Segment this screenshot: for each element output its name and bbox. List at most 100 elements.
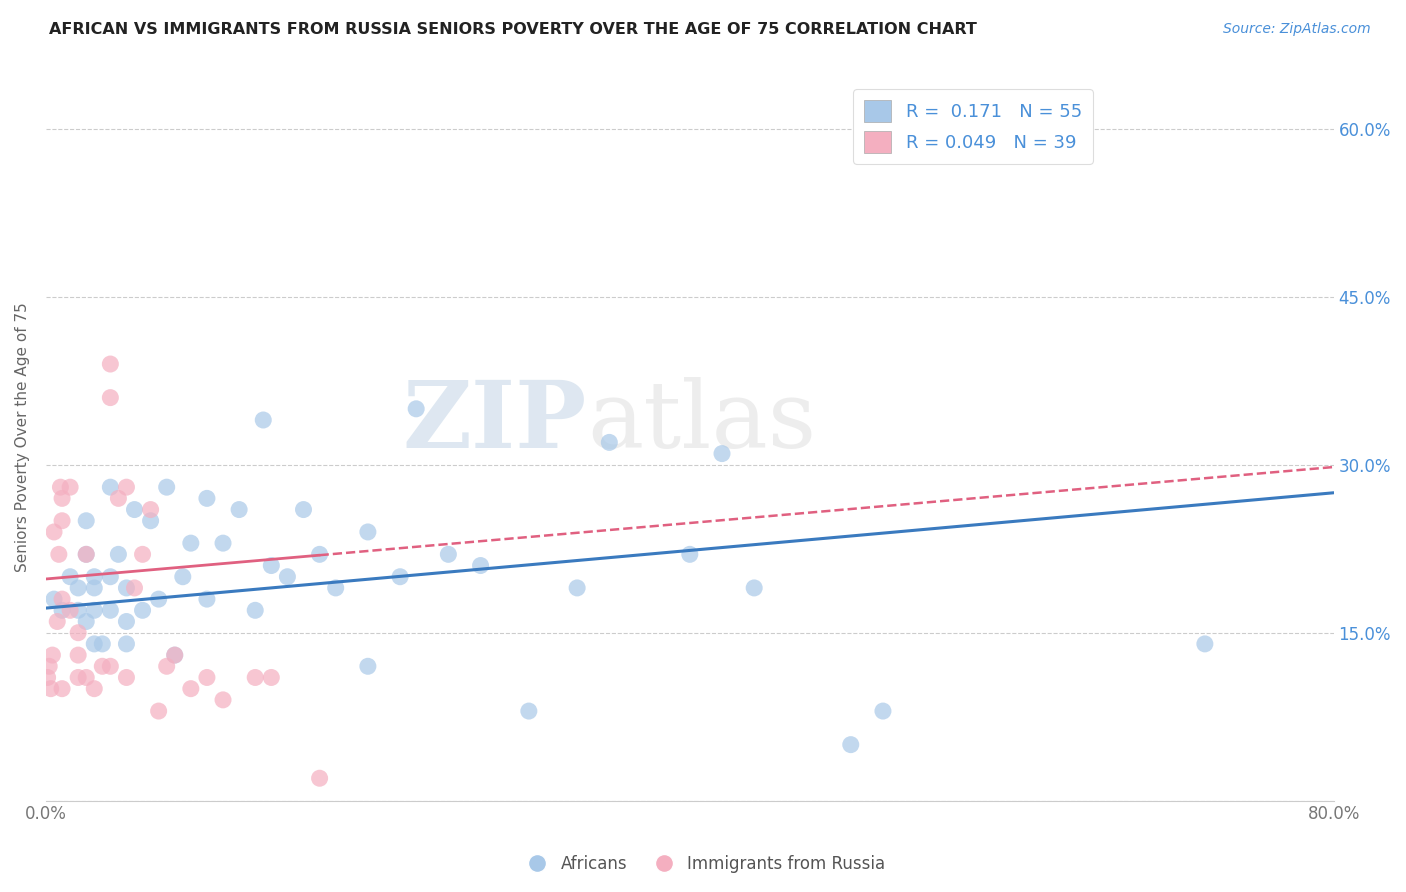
Point xyxy=(228,502,250,516)
Point xyxy=(67,581,90,595)
Point xyxy=(124,581,146,595)
Point xyxy=(260,671,283,685)
Point xyxy=(276,570,298,584)
Point xyxy=(75,615,97,629)
Point xyxy=(48,547,70,561)
Point xyxy=(91,637,114,651)
Point xyxy=(872,704,894,718)
Point xyxy=(115,581,138,595)
Point xyxy=(67,625,90,640)
Point xyxy=(41,648,63,662)
Point xyxy=(98,659,121,673)
Point xyxy=(51,592,73,607)
Point xyxy=(83,637,105,651)
Point xyxy=(98,570,121,584)
Point xyxy=(42,592,65,607)
Point xyxy=(59,570,82,584)
Point xyxy=(75,547,97,561)
Point xyxy=(115,637,138,651)
Point xyxy=(98,603,121,617)
Point xyxy=(252,413,274,427)
Point xyxy=(195,491,218,506)
Point xyxy=(357,524,380,539)
Point xyxy=(163,648,186,662)
Point xyxy=(245,603,267,617)
Point xyxy=(245,671,267,685)
Point xyxy=(742,581,765,595)
Point xyxy=(115,615,138,629)
Point xyxy=(83,570,105,584)
Text: AFRICAN VS IMMIGRANTS FROM RUSSIA SENIORS POVERTY OVER THE AGE OF 75 CORRELATION: AFRICAN VS IMMIGRANTS FROM RUSSIA SENIOR… xyxy=(49,22,977,37)
Point xyxy=(180,536,202,550)
Point xyxy=(51,514,73,528)
Point xyxy=(75,671,97,685)
Point xyxy=(1194,637,1216,651)
Point xyxy=(308,771,330,785)
Point xyxy=(107,547,129,561)
Point xyxy=(711,447,734,461)
Point xyxy=(46,615,69,629)
Point xyxy=(470,558,492,573)
Point xyxy=(212,693,235,707)
Point xyxy=(107,491,129,506)
Point xyxy=(405,401,427,416)
Point xyxy=(75,514,97,528)
Point xyxy=(839,738,862,752)
Point xyxy=(163,648,186,662)
Point xyxy=(598,435,620,450)
Point xyxy=(260,558,283,573)
Point xyxy=(83,681,105,696)
Point xyxy=(389,570,412,584)
Point xyxy=(180,681,202,696)
Text: ZIP: ZIP xyxy=(402,377,586,467)
Point xyxy=(51,491,73,506)
Point xyxy=(139,514,162,528)
Legend: R =  0.171   N = 55, R = 0.049   N = 39: R = 0.171 N = 55, R = 0.049 N = 39 xyxy=(853,89,1092,164)
Point xyxy=(98,391,121,405)
Point xyxy=(49,480,72,494)
Point xyxy=(51,603,73,617)
Point xyxy=(195,671,218,685)
Legend: Africans, Immigrants from Russia: Africans, Immigrants from Russia xyxy=(515,848,891,880)
Point xyxy=(91,659,114,673)
Point xyxy=(83,581,105,595)
Point xyxy=(75,547,97,561)
Point xyxy=(292,502,315,516)
Point xyxy=(83,603,105,617)
Point xyxy=(59,603,82,617)
Y-axis label: Seniors Poverty Over the Age of 75: Seniors Poverty Over the Age of 75 xyxy=(15,301,30,572)
Point xyxy=(37,671,59,685)
Point xyxy=(131,603,153,617)
Point xyxy=(325,581,347,595)
Point xyxy=(67,648,90,662)
Point xyxy=(131,547,153,561)
Point xyxy=(148,592,170,607)
Point xyxy=(195,592,218,607)
Point xyxy=(148,704,170,718)
Point xyxy=(308,547,330,561)
Point xyxy=(98,480,121,494)
Point xyxy=(139,502,162,516)
Point xyxy=(42,524,65,539)
Text: Source: ZipAtlas.com: Source: ZipAtlas.com xyxy=(1223,22,1371,37)
Point xyxy=(67,671,90,685)
Point xyxy=(124,502,146,516)
Point xyxy=(920,122,942,136)
Point xyxy=(679,547,702,561)
Point xyxy=(115,671,138,685)
Point xyxy=(59,480,82,494)
Point xyxy=(156,659,179,673)
Point xyxy=(437,547,460,561)
Point xyxy=(51,681,73,696)
Point xyxy=(67,603,90,617)
Point xyxy=(98,357,121,371)
Point xyxy=(156,480,179,494)
Point xyxy=(212,536,235,550)
Point xyxy=(115,480,138,494)
Point xyxy=(172,570,194,584)
Text: atlas: atlas xyxy=(586,377,815,467)
Point xyxy=(39,681,62,696)
Point xyxy=(517,704,540,718)
Point xyxy=(38,659,60,673)
Point xyxy=(565,581,588,595)
